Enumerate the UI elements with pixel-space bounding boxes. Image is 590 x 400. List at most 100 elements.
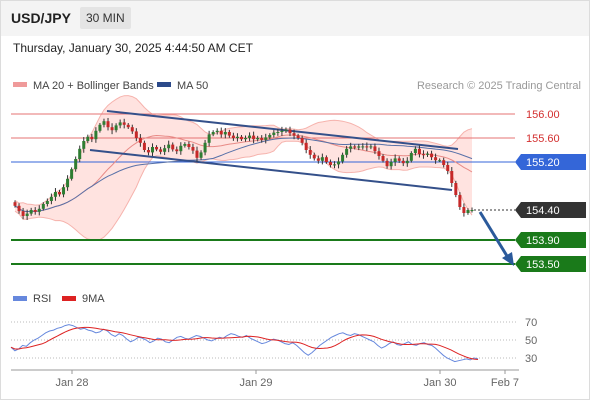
ma50-legend-label: MA 50	[177, 80, 208, 92]
candle-body	[151, 147, 155, 153]
candle-body	[361, 146, 365, 148]
candle-body	[430, 153, 434, 158]
candle-body	[369, 146, 373, 148]
candle-body	[276, 132, 280, 133]
candle-body	[389, 162, 393, 167]
candle-body	[183, 144, 187, 146]
rsi-legend-swatch	[13, 296, 27, 301]
level-tag-last	[515, 202, 586, 218]
x-tick-label: Jan 29	[239, 377, 272, 389]
level-label-support: 153.90	[526, 235, 560, 247]
ma50-legend-swatch	[157, 82, 171, 87]
candle-body	[199, 152, 203, 158]
candle-body	[215, 130, 219, 132]
interval-button[interactable]: 30 MIN	[80, 7, 131, 29]
rsi-legend-label: RSI	[33, 293, 51, 305]
moving-averages	[14, 134, 473, 213]
candle-body	[13, 202, 17, 206]
candle-body	[349, 146, 353, 149]
candle-body	[219, 130, 223, 135]
candle-body	[126, 124, 130, 128]
candle-body	[227, 132, 231, 136]
projection-arrow-shaft	[478, 211, 509, 257]
candle-body	[381, 156, 385, 161]
level-label-support: 153.50	[526, 259, 560, 271]
bb-legend-swatch	[13, 82, 27, 87]
candle-body	[252, 135, 256, 140]
candle-body	[94, 130, 98, 140]
candle-body	[74, 159, 78, 170]
candle-body	[37, 208, 41, 212]
candle-body	[438, 160, 442, 162]
candle-body	[353, 146, 357, 148]
candle-body	[78, 148, 82, 159]
candle-body	[167, 144, 171, 149]
candle-body	[171, 144, 175, 150]
candle-body	[110, 127, 114, 131]
candlesticks	[13, 117, 474, 220]
candle-body	[195, 150, 199, 158]
candle-body	[280, 130, 284, 132]
candle-body	[25, 213, 29, 216]
candle-body	[288, 129, 292, 134]
candle-body	[102, 121, 106, 125]
rsi-tick-label: 50	[525, 335, 537, 347]
candle-body	[33, 210, 37, 212]
projection-arrow-head	[502, 252, 514, 266]
bollinger-band-fill	[15, 95, 472, 241]
candle-body	[357, 146, 361, 148]
candle-body	[272, 132, 276, 135]
level-label-resistance: 155.60	[526, 133, 560, 145]
candle-body	[179, 145, 183, 152]
candle-body	[57, 192, 61, 195]
candle-body	[260, 138, 264, 140]
rsi-ma-legend-label: 9MA	[82, 293, 105, 305]
candle-body	[256, 138, 260, 140]
candle-body	[413, 148, 417, 153]
candle-body	[231, 135, 235, 138]
candle-body	[53, 192, 57, 197]
candle-body	[49, 196, 53, 201]
candle-body	[454, 183, 458, 195]
candle-body	[235, 136, 239, 138]
candle-body	[248, 135, 252, 138]
trendline-upper	[106, 110, 459, 150]
candle-body	[244, 138, 248, 140]
level-tag-support	[515, 256, 586, 272]
level-tag-support	[515, 232, 586, 248]
candle-body	[393, 158, 397, 162]
candle-body	[106, 121, 110, 128]
candle-body	[268, 135, 272, 138]
candle-body	[377, 151, 381, 156]
ma50-line	[14, 137, 473, 213]
candle-body	[304, 142, 308, 150]
candle-body	[450, 171, 454, 183]
level-tag-pivot	[515, 154, 586, 170]
candle-body	[207, 134, 211, 143]
candle-body	[337, 161, 341, 165]
candle-body	[466, 210, 470, 213]
candle-body	[458, 195, 462, 207]
candle-body	[66, 178, 70, 188]
level-label-last: 154.40	[526, 205, 560, 217]
candle-body	[21, 211, 25, 216]
datetime-label: Thursday, January 30, 2025 4:44:50 AM CE…	[13, 41, 253, 55]
rsi-ma-line	[10, 326, 479, 360]
x-tick-label: Feb 7	[491, 377, 519, 389]
candle-body	[90, 136, 94, 140]
candle-body	[118, 122, 122, 126]
rsi-tick-label: 70	[525, 317, 537, 329]
candle-body	[308, 150, 312, 155]
candle-body	[163, 148, 167, 152]
level-labels: 156.00 155.60 155.20 154.40 153.90 153.50	[515, 109, 586, 272]
candle-body	[365, 146, 369, 148]
candle-body	[114, 125, 118, 131]
candle-body	[122, 122, 126, 125]
candle-body	[239, 136, 243, 140]
candle-body	[284, 129, 288, 131]
candle-body	[421, 154, 425, 156]
candle-body	[470, 210, 474, 211]
candle-body	[312, 154, 316, 159]
candle-body	[191, 147, 195, 151]
